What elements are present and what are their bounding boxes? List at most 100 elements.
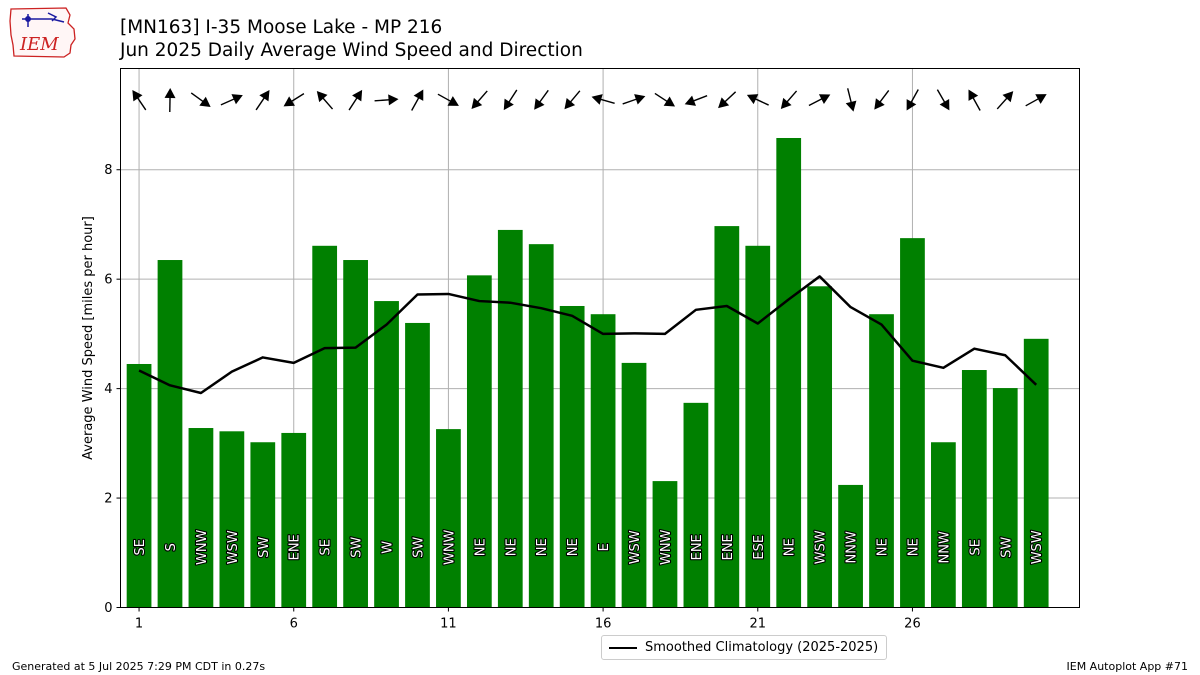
wind-arrow-shaft: [321, 96, 334, 110]
direction-label: S: [164, 543, 179, 551]
bar-day-6: [281, 432, 307, 608]
bar-day-3: [188, 428, 214, 608]
y-tick-label: 0: [104, 601, 112, 616]
wind-arrow-icon: [845, 88, 857, 112]
direction-label: NE: [783, 538, 798, 556]
wind-arrow-icon: [906, 89, 919, 111]
wind-arrow-icon: [283, 93, 305, 107]
wind-arrow-icon: [316, 90, 334, 110]
x-tick-label: 1: [135, 617, 143, 632]
wind-arrow-shaft: [846, 88, 853, 105]
bar-day-10: [405, 322, 430, 608]
direction-label: SW: [257, 537, 272, 558]
wind-arrow-shaft: [909, 89, 919, 104]
wind-arrow-icon: [1025, 94, 1047, 107]
wind-arrow-shaft: [723, 91, 737, 104]
direction-label: SW: [411, 537, 426, 558]
bar-day-18: [652, 481, 678, 608]
y-tick-label: 6: [104, 273, 112, 288]
direction-label: ENE: [690, 534, 705, 560]
wind-arrow-head: [968, 89, 979, 101]
wind-arrow-icon: [374, 94, 399, 106]
wind-arrow-icon: [503, 89, 518, 111]
legend-line-swatch: [609, 646, 637, 649]
wind-arrows: [132, 88, 1047, 113]
wind-arrow-shaft: [507, 89, 518, 104]
wind-arrow-head: [1002, 91, 1014, 103]
direction-label: NE: [876, 538, 891, 556]
bar-day-13: [497, 229, 523, 608]
bar-day-29: [992, 388, 1018, 608]
bar-day-30: [1023, 338, 1049, 608]
direction-label: SW: [350, 537, 365, 558]
wind-arrow-shaft: [374, 99, 391, 102]
bar-day-19: [683, 402, 709, 608]
bar-day-26: [900, 238, 925, 608]
iem-logo-icon: [9, 7, 76, 58]
y-tick-label: 8: [104, 163, 112, 178]
bar-day-4: [219, 431, 245, 608]
bar-day-23: [807, 286, 833, 608]
wind-arrow-icon: [534, 89, 549, 110]
x-tick-label: 16: [595, 617, 612, 632]
wind-arrow-icon: [591, 94, 615, 105]
iem-logo: IEM: [8, 5, 80, 59]
bar-day-5: [250, 442, 276, 608]
bar-day-25: [869, 314, 894, 608]
legend: Smoothed Climatology (2025-2025): [601, 635, 888, 660]
bar-day-27: [931, 442, 956, 608]
wind-arrow-icon: [255, 90, 270, 111]
wind-arrow-icon: [348, 89, 363, 111]
y-axis-label: Average Wind Speed [miles per hour]: [81, 216, 96, 460]
direction-label: ESE: [752, 535, 767, 560]
wind-arrow-head: [471, 97, 483, 110]
app-id: IEM Autoplot App #71: [1066, 660, 1189, 673]
direction-label: WSW: [628, 530, 643, 564]
direction-label: SE: [319, 539, 334, 555]
direction-label: WNW: [442, 529, 457, 565]
wind-arrow-head: [316, 90, 328, 103]
wind-arrow-shaft: [348, 96, 359, 111]
wind-arrow-shaft: [411, 96, 421, 111]
bar-day-28: [961, 370, 987, 608]
direction-label: WSW: [814, 530, 829, 564]
wind-arrow-icon: [996, 91, 1014, 110]
generated-timestamp: Generated at 5 Jul 2025 7:29 PM CDT in 0…: [12, 660, 266, 673]
wind-arrow-shaft: [190, 92, 205, 103]
wind-arrow-shaft: [808, 97, 824, 107]
wind-arrow-icon: [808, 94, 831, 107]
bar-day-2: [157, 260, 183, 608]
direction-label: WSW: [1030, 530, 1045, 564]
wind-arrow-head: [534, 98, 545, 110]
plot-frame: [120, 68, 1080, 608]
wind-arrow-head: [780, 97, 792, 110]
wind-arrow-head: [663, 96, 676, 107]
direction-label: NNW: [937, 531, 952, 563]
wind-arrow-head: [352, 89, 363, 102]
direction-label: NE: [566, 538, 581, 556]
wind-arrow-icon: [654, 92, 676, 107]
x-tick-label: 26: [904, 617, 921, 632]
bar-day-15: [559, 305, 585, 608]
bar-day-8: [343, 260, 368, 608]
wind-arrow-icon: [437, 93, 459, 106]
wind-arrow-icon: [220, 94, 243, 106]
x-tick-label: 21: [749, 617, 766, 632]
legend-label: Smoothed Climatology (2025-2025): [645, 640, 879, 655]
wind-arrow-shaft: [289, 93, 305, 103]
bar-day-17: [621, 362, 647, 608]
bar-day-11: [436, 429, 461, 608]
wind-arrow-icon: [190, 92, 211, 108]
wind-arrow-shaft: [1025, 97, 1041, 107]
wind-arrow-head: [874, 98, 885, 110]
bar-day-7: [312, 245, 338, 608]
wind-arrow-icon: [874, 89, 890, 110]
climatology-line: [138, 275, 1038, 395]
wind-arrow-head: [684, 95, 697, 106]
wind-arrow-head: [447, 96, 459, 106]
wind-arrow-head: [388, 94, 399, 106]
wind-arrow-shaft: [437, 93, 453, 103]
wind-arrow-shaft: [255, 96, 266, 111]
direction-label: WNW: [195, 529, 210, 565]
